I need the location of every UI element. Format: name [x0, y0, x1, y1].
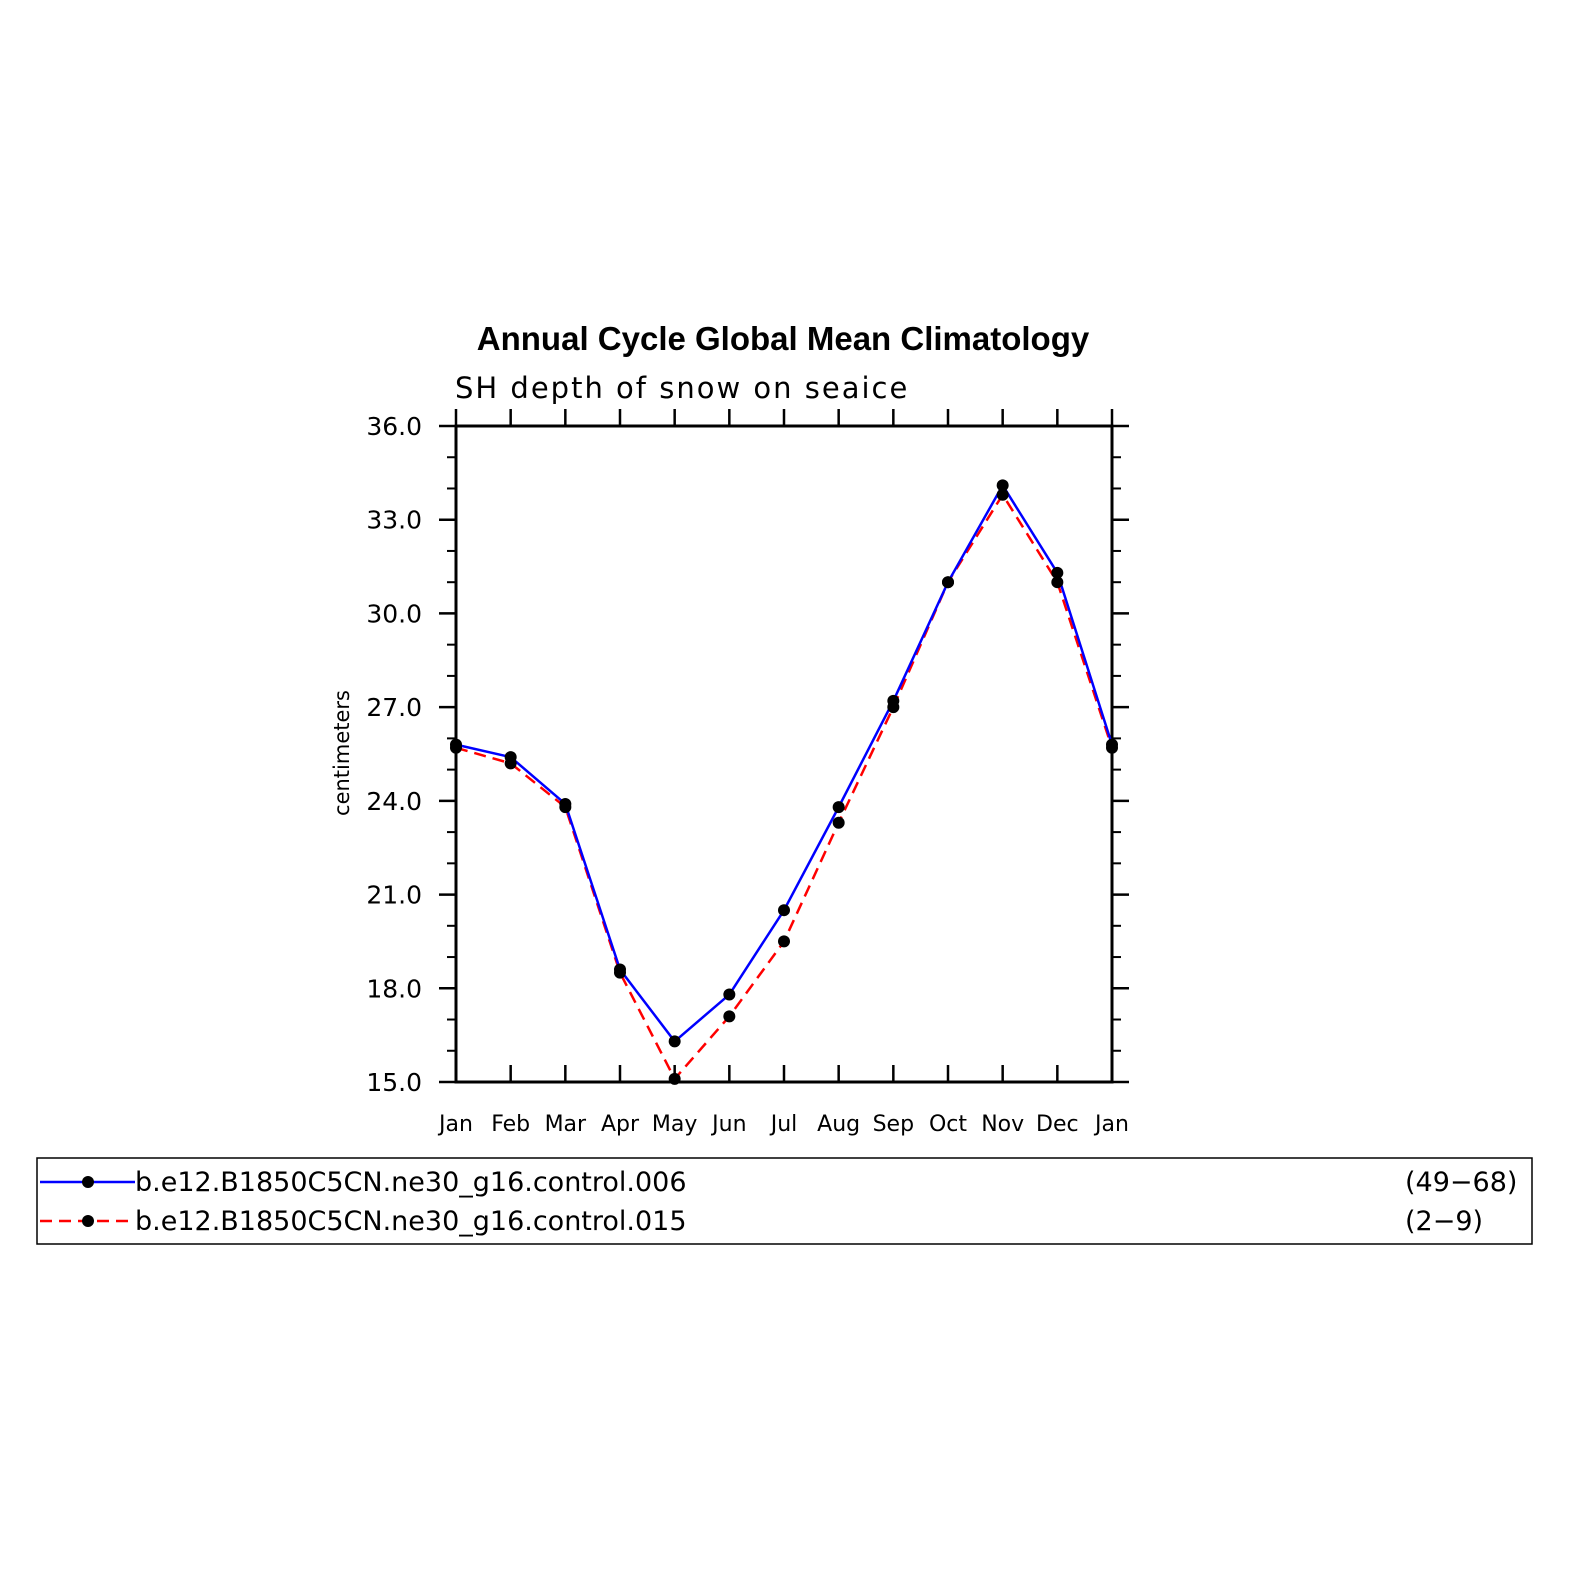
data-point-series-1 [504, 751, 517, 764]
axes: 15.0 18.0 21.0 24.0 27.0 30.0 33.0 36.0 Jan Feb Ma… [366, 409, 1129, 1137]
y-tick-label: 15.0 [366, 1068, 422, 1097]
x-tick-label: Feb [491, 1112, 530, 1137]
x-tick-label: Aug [817, 1112, 860, 1137]
legend-marker-2 [82, 1215, 94, 1227]
data-point-series-1 [723, 988, 736, 1001]
x-tick-label: Sep [873, 1112, 914, 1137]
data-point-series-1 [887, 694, 900, 707]
data-point-series-1 [778, 904, 790, 917]
data-point-series-1 [559, 797, 572, 810]
x-tick-label: Jan [1093, 1112, 1129, 1137]
legend-years-1: (49−68) [1405, 1167, 1517, 1198]
x-tick-label: Nov [981, 1112, 1024, 1137]
y-tick-label: 24.0 [366, 787, 422, 816]
x-tick-label: Apr [601, 1112, 640, 1137]
data-point-series-1 [1106, 738, 1118, 751]
data-point-series-2 [996, 488, 1009, 501]
x-tick-label: Mar [545, 1112, 587, 1137]
data-point-series-2 [668, 1072, 681, 1085]
data-point-series-1 [942, 576, 954, 589]
series-line-1 [455, 482, 1114, 1044]
data-point-series-2 [778, 935, 790, 948]
data-point-series-1 [1051, 566, 1064, 579]
y-tick-label: 18.0 [366, 974, 422, 1003]
y-tick-label: 30.0 [366, 599, 422, 628]
y-tick-label: 36.0 [366, 412, 422, 441]
data-point-series-1 [996, 479, 1009, 492]
x-tick-label: Jan [437, 1112, 473, 1137]
legend-box [36, 1157, 1533, 1245]
data-point-series-1 [668, 1035, 681, 1048]
data-point-series-1 [832, 801, 845, 814]
y-tick-label: 27.0 [366, 693, 422, 722]
chart-title: Annual Cycle Global Mean Climatology [477, 320, 1090, 357]
series-line-2 [455, 492, 1114, 1082]
x-tick-label: Dec [1036, 1112, 1079, 1137]
data-point-series-1 [450, 738, 462, 751]
x-tick-label: May [652, 1112, 697, 1137]
legend-label-1: b.e12.B1850C5CN.ne30_g16.control.006 [135, 1167, 687, 1198]
data-point-series-2 [832, 816, 845, 829]
data-point-series-2 [723, 1010, 736, 1023]
legend-years-2: (2−9) [1405, 1206, 1483, 1237]
legend-marker-1 [82, 1176, 94, 1188]
x-tick-label: Oct [929, 1112, 967, 1137]
data-point-series-2 [1051, 576, 1064, 589]
series-lines [450, 479, 1118, 1085]
legend: b.e12.B1850C5CN.ne30_g16.control.006 (49−… [40, 1167, 1517, 1237]
legend-label-2: b.e12.B1850C5CN.ne30_g16.control.015 [135, 1206, 687, 1237]
chart-subtitle: SH depth of snow on seaice [455, 371, 909, 405]
data-point-series-1 [614, 963, 626, 976]
y-axis-label: centimeters [330, 690, 354, 816]
plot-frame [454, 424, 1114, 1084]
y-tick-label: 21.0 [366, 881, 422, 910]
x-tick-label: Jul [769, 1112, 798, 1137]
y-tick-label: 33.0 [366, 506, 422, 535]
x-tick-label: Jun [710, 1112, 746, 1137]
